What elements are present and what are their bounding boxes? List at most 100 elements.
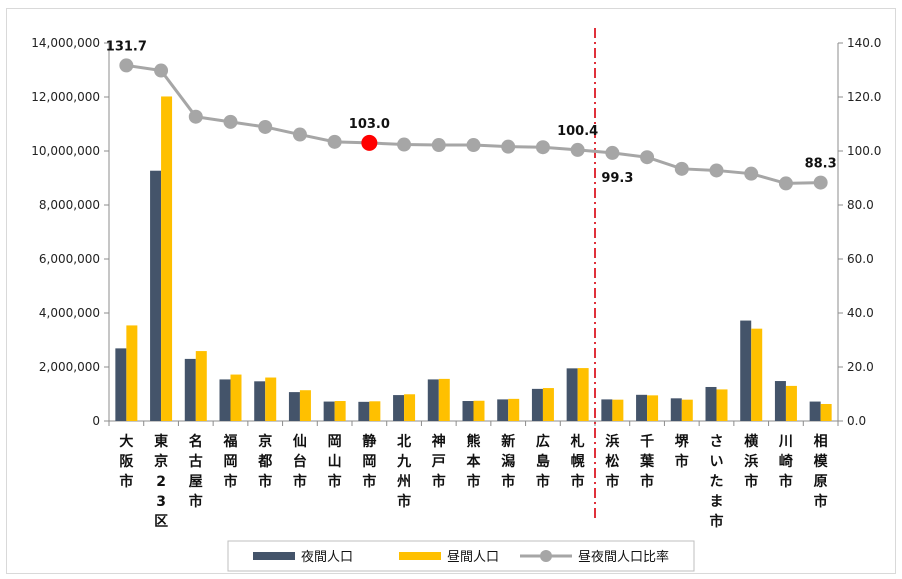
ratio-data-label: 99.3	[601, 171, 633, 186]
left-tick-label: 8,000,000	[39, 198, 100, 212]
ratio-point	[501, 139, 516, 154]
category-label-glyph: 市	[571, 473, 585, 490]
category-label-glyph: 戸	[432, 454, 446, 470]
bar-night	[323, 401, 335, 421]
category-label-glyph: 幌	[571, 453, 585, 470]
bar-night	[809, 401, 821, 421]
ratio-line-layer	[119, 58, 828, 191]
category-label-glyph: 市	[501, 473, 515, 490]
chart-frame	[6, 8, 896, 574]
ratio-point	[605, 145, 620, 160]
left-tick-label: 10,000,000	[31, 144, 100, 158]
category-label-glyph: 横	[744, 433, 759, 450]
category-label-glyph: 島	[536, 453, 550, 470]
bar-night	[566, 368, 578, 421]
ratio-point	[570, 142, 585, 157]
ratio-point-highlight	[361, 134, 378, 151]
category-label-glyph: 市	[779, 473, 793, 490]
bar-night	[427, 379, 439, 421]
bar-day	[404, 394, 416, 421]
category-label-glyph: 大	[119, 433, 133, 450]
category-label-glyph: 静	[362, 433, 376, 450]
category-label-glyph: 広	[536, 433, 550, 450]
bar-day	[577, 368, 589, 421]
category-label-glyph: 市	[675, 453, 689, 470]
bar-day	[299, 390, 311, 421]
category-label-glyph: 屋	[189, 474, 203, 490]
category-label-glyph: 相	[814, 433, 828, 450]
bar-night	[393, 395, 405, 421]
bar-night	[219, 379, 231, 421]
bar-night	[774, 381, 786, 421]
bar-day	[473, 400, 485, 421]
left-tick-label: 0	[92, 414, 100, 428]
category-label-glyph: 2	[156, 474, 166, 490]
bar-night	[358, 401, 370, 421]
ratio-point	[223, 114, 238, 129]
category-label-glyph: 市	[189, 493, 203, 510]
ratio-point	[119, 58, 134, 73]
category-label-glyph: 阪	[119, 454, 134, 470]
legend-label-day: 昼間人口	[447, 550, 499, 565]
category-label-glyph: 市	[258, 473, 272, 490]
category-label-glyph: 岡	[224, 454, 238, 470]
bar-night	[705, 386, 717, 421]
bar-day	[716, 389, 728, 421]
category-label-glyph: 市	[293, 473, 307, 490]
bar-day	[369, 401, 381, 421]
legend-swatch-ratio-marker	[540, 550, 552, 562]
ratio-data-label: 100.4	[557, 124, 598, 139]
category-label-glyph: 九	[396, 454, 411, 470]
category-label-glyph: 堺	[675, 433, 690, 450]
right-tick-label: 140.0	[847, 36, 881, 50]
category-label-glyph: さ	[710, 434, 724, 450]
category-label-glyph: 州	[396, 474, 411, 490]
category-label-glyph: 市	[744, 473, 758, 490]
bar-day	[438, 378, 450, 421]
ratio-point	[640, 150, 655, 165]
category-label-glyph: 本	[467, 453, 482, 470]
ratio-point	[778, 176, 793, 191]
chart-bars	[115, 96, 832, 422]
bar-day	[230, 374, 242, 421]
category-label-glyph: 浜	[605, 433, 619, 450]
legend-box	[227, 540, 695, 572]
legend-swatch-night	[253, 552, 295, 560]
category-label-glyph: 模	[814, 453, 829, 470]
ratio-point	[327, 134, 342, 149]
category-label-glyph: 区	[154, 514, 168, 530]
legend-swatch-day	[399, 552, 441, 560]
category-label-glyph: 台	[293, 453, 307, 470]
category-label-glyph: 市	[362, 473, 376, 490]
right-tick-label: 0.0	[847, 414, 866, 428]
category-label-glyph: 市	[605, 473, 619, 490]
category-label-glyph: 新	[501, 433, 515, 450]
bar-night	[636, 394, 648, 421]
left-tick-label: 4,000,000	[39, 306, 100, 320]
category-label-glyph: 崎	[779, 453, 793, 470]
category-label-glyph: 市	[328, 473, 342, 490]
legend-label-ratio: 昼夜間人口比率	[578, 549, 669, 565]
right-tick-label: 40.0	[847, 306, 874, 320]
left-tick-label: 12,000,000	[31, 90, 100, 104]
bar-day	[161, 96, 173, 422]
chart-legend: 夜間人口 昼間人口 昼夜間人口比率	[227, 540, 695, 572]
ratio-point	[397, 137, 412, 152]
category-label-glyph: 川	[778, 434, 793, 450]
category-label-glyph: 京	[258, 433, 272, 450]
category-label-glyph: 市	[814, 493, 828, 510]
category-label-glyph: 市	[432, 473, 446, 490]
ratio-point	[744, 166, 759, 181]
category-label-glyph: 名	[189, 433, 203, 450]
bar-night	[497, 399, 509, 421]
category-label-glyph: 熊	[467, 433, 481, 450]
ratio-point	[535, 140, 550, 155]
ratio-point	[154, 63, 169, 78]
ratio-point	[674, 161, 689, 176]
category-label-glyph: 仙	[293, 433, 307, 450]
bar-night	[740, 320, 752, 421]
category-label-glyph: 市	[119, 473, 133, 490]
right-tick-label: 100.0	[847, 144, 881, 158]
